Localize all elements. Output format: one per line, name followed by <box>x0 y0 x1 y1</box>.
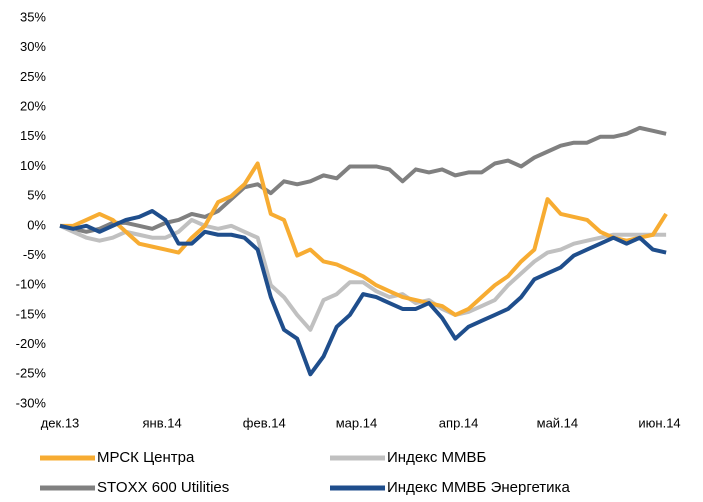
x-tick-label: дек.13 <box>41 415 80 430</box>
series-line <box>60 161 668 317</box>
y-tick-label: -5% <box>23 247 47 262</box>
legend-label: Индекс ММВБ Энергетика <box>387 479 570 496</box>
series-line <box>59 125 667 234</box>
series-line <box>59 209 667 377</box>
y-tick-label: 10% <box>20 158 46 173</box>
x-tick-label: янв.14 <box>143 415 182 430</box>
y-tick-label: -10% <box>16 277 47 292</box>
y-tick-label: 20% <box>20 99 46 114</box>
y-tick-label: 35% <box>20 9 46 24</box>
x-tick-label: июн.14 <box>638 415 680 430</box>
x-tick-label: апр.14 <box>439 415 479 430</box>
legend-label: МРСК Центра <box>97 449 195 466</box>
y-tick-label: -30% <box>16 395 47 410</box>
x-tick-label: фев.14 <box>243 415 286 430</box>
y-tick-label: 15% <box>20 128 46 143</box>
y-tick-label: 25% <box>20 69 46 84</box>
y-tick-label: -15% <box>16 306 47 321</box>
x-tick-label: мар.14 <box>336 415 377 430</box>
y-tick-label: 0% <box>27 217 46 232</box>
y-tick-label: 30% <box>20 39 46 54</box>
y-tick-label: 5% <box>27 188 46 203</box>
y-tick-label: -20% <box>16 336 47 351</box>
y-tick-label: -25% <box>16 366 47 381</box>
legend-label: STOXX 600 Utilities <box>97 479 229 496</box>
x-tick-label: май.14 <box>537 415 579 430</box>
series-line <box>59 217 667 332</box>
legend-label: Индекс ММВБ <box>387 449 487 466</box>
